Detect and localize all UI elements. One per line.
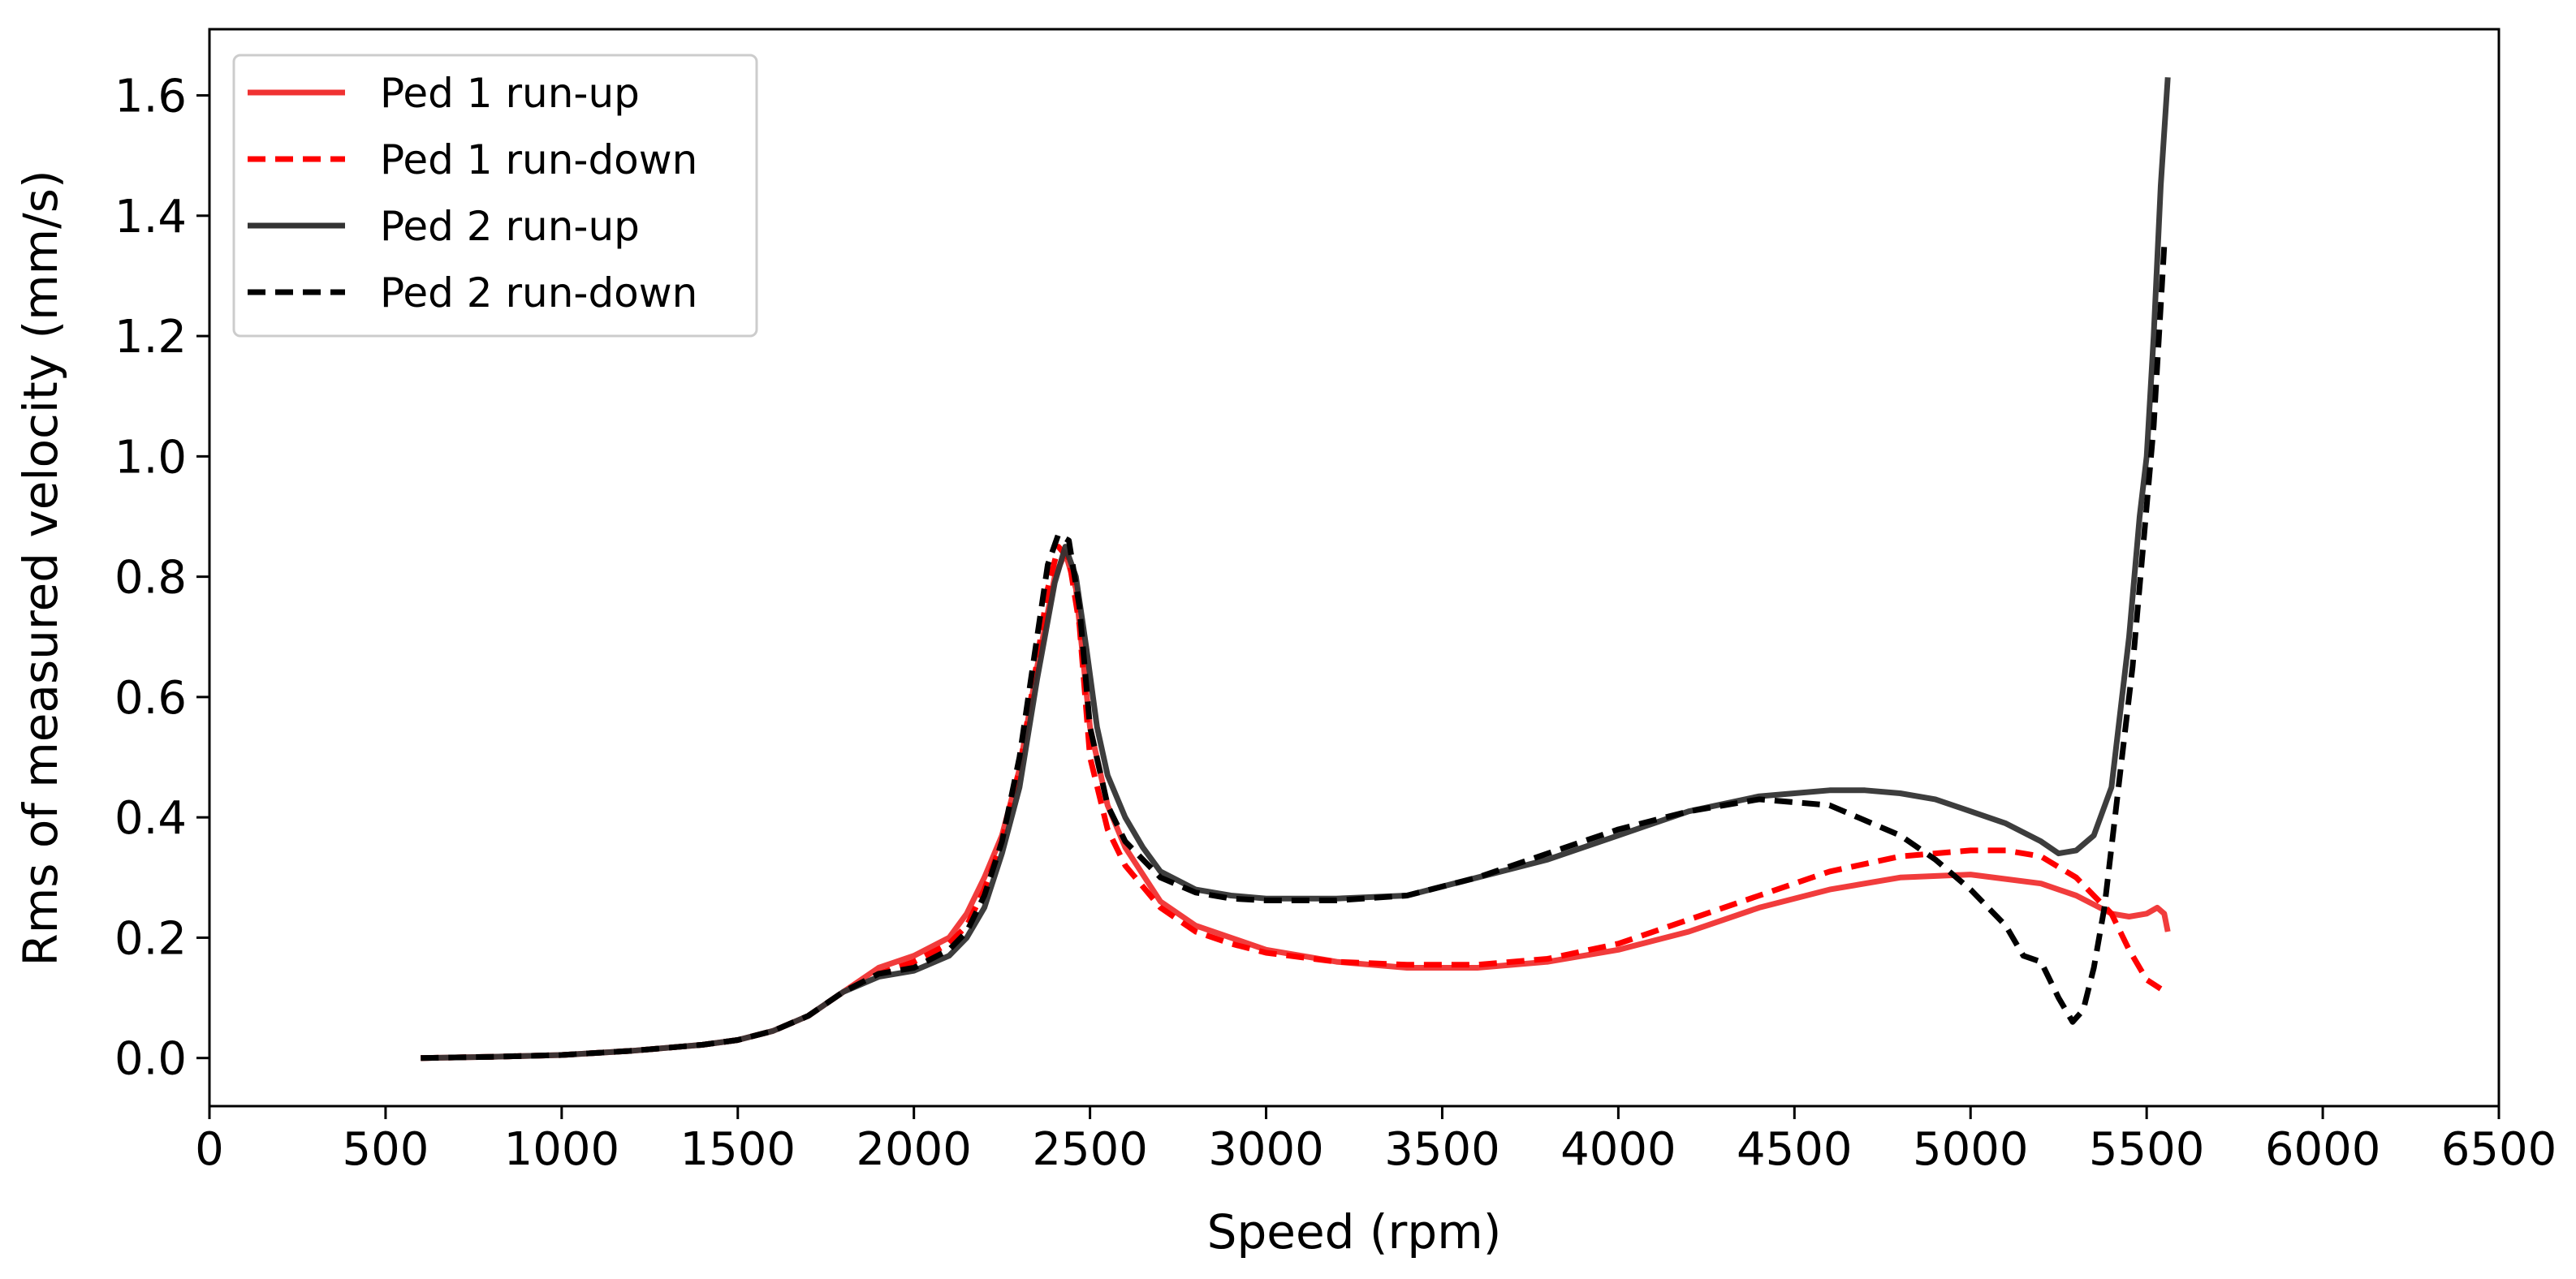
series-line-ped-2-run-down [421, 245, 2168, 1062]
y-tick-label: 1.4 [114, 191, 187, 243]
y-axis-label: Rms of measured velocity (mm/s) [13, 170, 68, 966]
x-tick-label: 1500 [680, 1123, 796, 1176]
legend-box [232, 54, 758, 338]
x-tick-label: 3000 [1208, 1123, 1324, 1176]
legend: Ped 1 run-up Ped 1 run-down Ped 2 run-up Pe… [232, 54, 758, 338]
y-axis: 0.0 0.2 0.4 0.6 0.8 1.0 1.2 1.4 1.6 [114, 71, 209, 1086]
x-tick-label: 500 [342, 1123, 429, 1176]
x-tick-label: 5000 [1913, 1123, 2029, 1176]
y-tick-label: 0.8 [114, 552, 187, 605]
legend-label: Ped 2 run-down [380, 269, 697, 317]
y-tick-label: 1.2 [114, 311, 187, 364]
y-tick-label: 0.0 [114, 1033, 187, 1086]
x-tick-label: 3500 [1384, 1123, 1500, 1176]
x-tick-label: 2500 [1032, 1123, 1148, 1176]
series-line-ped-2-run-up [421, 77, 2171, 1062]
legend-label: Ped 1 run-down [380, 136, 697, 183]
y-tick-label: 0.2 [114, 912, 187, 965]
x-tick-label: 2000 [856, 1123, 972, 1176]
x-tick-label: 5500 [2089, 1123, 2205, 1176]
y-tick-label: 0.6 [114, 672, 187, 725]
series-line-ped-1-run-down [421, 544, 2163, 1062]
legend-label: Ped 1 run-up [380, 70, 640, 117]
x-tick-label: 6000 [2265, 1123, 2381, 1176]
y-tick-label: 0.4 [114, 792, 187, 845]
x-tick-label: 4000 [1560, 1123, 1676, 1176]
x-tick-label: 0 [195, 1123, 224, 1176]
y-tick-label: 1.0 [114, 431, 187, 484]
x-tick-label: 1000 [504, 1123, 620, 1176]
x-axis: 0 500 1000 1500 2000 2500 3000 3500 4000 4500 5000… [195, 1106, 2557, 1176]
x-tick-label: 6500 [2441, 1123, 2557, 1176]
x-axis-label: Speed (rpm) [1207, 1204, 1502, 1260]
legend-label: Ped 2 run-up [380, 203, 640, 250]
series-group [421, 77, 2171, 1062]
y-tick-label: 1.6 [114, 71, 187, 123]
plot-frame [208, 28, 2500, 1108]
x-tick-label: 4500 [1737, 1123, 1853, 1176]
